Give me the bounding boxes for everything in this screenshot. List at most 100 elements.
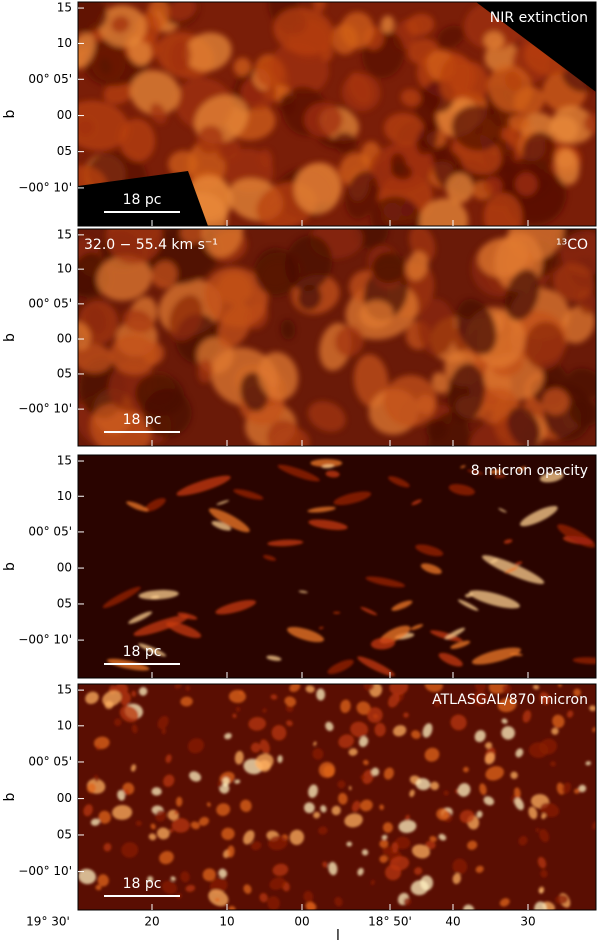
map-blob <box>258 351 299 401</box>
map-blob <box>184 32 232 72</box>
y-tick-label: 10 <box>57 718 72 732</box>
map-blob <box>147 876 154 883</box>
map-blob <box>467 469 484 475</box>
map-blob <box>228 689 247 703</box>
map-blob <box>430 630 463 642</box>
map-blob <box>406 13 435 37</box>
map-blob <box>380 15 395 34</box>
map-blob <box>410 880 429 896</box>
map-blob <box>555 149 580 185</box>
map-blob <box>540 869 548 878</box>
map-blob <box>514 172 538 196</box>
y-tick-label: −00° 10' <box>18 402 72 416</box>
x-tick-label: 19° 30' <box>26 915 70 929</box>
map-blob <box>464 593 474 598</box>
map-blob <box>365 576 406 588</box>
map-blob <box>119 705 139 723</box>
map-blob <box>266 655 282 661</box>
map-blob <box>574 788 581 794</box>
map-blob <box>89 403 151 446</box>
map-blob <box>356 701 371 715</box>
map-blob <box>236 706 241 712</box>
map-blob <box>351 800 361 813</box>
map-blob <box>170 876 176 882</box>
map-blob <box>162 880 178 895</box>
map-blob <box>344 813 363 828</box>
map-blob <box>206 802 211 807</box>
map-blob <box>518 835 528 846</box>
map-blob <box>168 2 197 21</box>
map-blob <box>456 298 497 355</box>
map-blob <box>416 125 438 155</box>
map-blob <box>389 684 409 696</box>
map-blob <box>562 782 572 794</box>
map-blob <box>494 475 506 478</box>
map-blob <box>372 252 406 284</box>
map-blob <box>452 858 468 875</box>
map-blob <box>471 647 521 665</box>
map-blob <box>476 810 483 818</box>
map-blob <box>211 520 232 531</box>
map-blob <box>555 894 569 905</box>
map-blob <box>304 102 343 137</box>
map-blob <box>103 81 134 105</box>
map-blob <box>216 139 241 161</box>
map-blob <box>234 750 244 765</box>
map-blob <box>578 784 587 793</box>
map-blob <box>114 684 129 695</box>
map-blob <box>144 498 166 512</box>
map-blob <box>135 820 142 827</box>
map-blob <box>176 475 231 496</box>
map-blob <box>78 343 113 374</box>
map-blob <box>175 796 183 807</box>
map-blob <box>450 640 471 649</box>
map-blob <box>443 790 449 796</box>
map-blob <box>363 684 375 691</box>
map-blob <box>345 170 379 219</box>
map-blob <box>159 851 174 865</box>
panel-label: 8 micron opacity <box>471 463 588 479</box>
map-blob <box>208 889 229 907</box>
map-blob <box>502 684 512 694</box>
map-blob <box>254 753 274 771</box>
map-blob <box>105 229 163 265</box>
map-blob <box>474 387 519 424</box>
map-blob <box>424 684 444 693</box>
map-blob <box>334 325 364 357</box>
y-tick-label: 10 <box>57 262 72 276</box>
map-blob <box>151 787 162 796</box>
map-blob <box>510 771 518 780</box>
map-blob <box>485 766 504 781</box>
map-blob <box>419 198 469 226</box>
map-blob <box>463 766 469 773</box>
map-blob <box>179 229 206 244</box>
map-blob <box>277 755 283 763</box>
map-blob <box>341 73 381 112</box>
map-blob <box>325 721 334 732</box>
map-blob <box>379 855 388 863</box>
map-blob <box>293 162 342 215</box>
map-blob <box>348 786 352 791</box>
y-tick-label: 15 <box>57 454 72 468</box>
map-blob <box>93 774 99 782</box>
map-blob <box>379 839 389 849</box>
map-blob <box>114 718 122 727</box>
map-blob <box>83 804 93 817</box>
map-blob <box>431 372 450 394</box>
map-blob <box>389 855 410 871</box>
map-blob <box>363 759 369 766</box>
y-tick-label: 00 <box>57 332 72 346</box>
map-structure <box>102 459 596 677</box>
map-blob <box>308 519 348 531</box>
map-blob <box>362 769 374 785</box>
y-tick-label: −00° 10' <box>18 864 72 878</box>
map-blob <box>350 721 369 738</box>
map-blob <box>251 841 262 851</box>
map-blob <box>357 867 364 876</box>
map-image <box>78 684 596 910</box>
map-blob <box>472 691 488 706</box>
map-blob <box>361 849 369 856</box>
map-blob <box>130 764 137 772</box>
map-blob <box>425 840 436 850</box>
scale-bar-label: 18 pc <box>123 192 162 208</box>
